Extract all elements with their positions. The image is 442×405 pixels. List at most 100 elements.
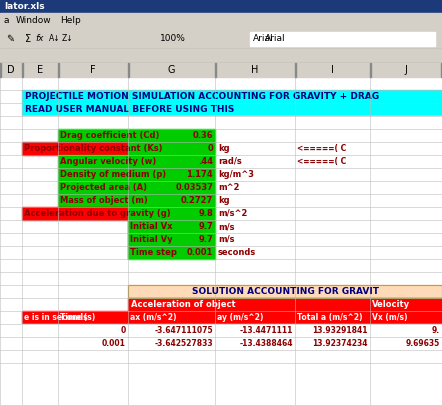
Bar <box>58 129 128 142</box>
Text: Proportionality constant (Ks): Proportionality constant (Ks) <box>24 144 163 153</box>
Text: 9.69635: 9.69635 <box>406 339 440 348</box>
Bar <box>0 0 442 13</box>
Text: kg: kg <box>218 144 230 153</box>
Text: a: a <box>4 16 9 25</box>
Text: Arial: Arial <box>253 34 274 43</box>
Bar <box>0 13 442 28</box>
Text: Acceleration of object: Acceleration of object <box>131 300 236 309</box>
Text: 9.: 9. <box>432 326 440 335</box>
Text: PROJECTILE MOTION SIMULATION ACCOUNTING FOR GRAVITY + DRAG: PROJECTILE MOTION SIMULATION ACCOUNTING … <box>25 92 379 101</box>
Text: 13.93291841: 13.93291841 <box>312 326 368 335</box>
Text: Acceleration due to gravity (g): Acceleration due to gravity (g) <box>24 209 171 218</box>
Text: 13.92374234: 13.92374234 <box>312 339 368 348</box>
Text: m^2: m^2 <box>218 183 240 192</box>
Text: 0: 0 <box>207 144 213 153</box>
Text: 0.001: 0.001 <box>102 339 126 348</box>
Bar <box>58 181 128 194</box>
Text: Initial Vy: Initial Vy <box>130 235 173 244</box>
Bar <box>0 63 442 77</box>
Text: Σ: Σ <box>25 34 31 43</box>
Text: SOLUTION ACCOUNTING FOR GRAVIT: SOLUTION ACCOUNTING FOR GRAVIT <box>191 287 378 296</box>
Bar <box>295 63 296 77</box>
Bar <box>22 142 128 155</box>
Bar <box>215 63 216 77</box>
Text: Projected area (A): Projected area (A) <box>60 183 147 192</box>
Text: Mass of object (m): Mass of object (m) <box>60 196 148 205</box>
Bar <box>128 285 442 298</box>
Text: E: E <box>37 65 43 75</box>
Text: m/s: m/s <box>218 235 235 244</box>
Text: 1.174: 1.174 <box>187 170 213 179</box>
Bar <box>128 233 215 246</box>
Text: F: F <box>90 65 96 75</box>
Bar <box>128 207 215 220</box>
Bar <box>370 63 371 77</box>
Text: Time (s): Time (s) <box>60 313 95 322</box>
Text: Window: Window <box>16 16 52 25</box>
Bar <box>22 103 442 116</box>
Text: kg: kg <box>218 196 230 205</box>
Text: H: H <box>251 65 259 75</box>
Text: Angular velocity (w): Angular velocity (w) <box>60 157 156 166</box>
Text: I: I <box>331 65 334 75</box>
Text: .44: .44 <box>198 157 213 166</box>
Bar <box>58 155 128 168</box>
Text: Drag coefficient (Cd): Drag coefficient (Cd) <box>60 131 160 140</box>
Text: Z↓: Z↓ <box>62 34 74 43</box>
Bar <box>128 246 215 259</box>
Bar <box>441 63 442 77</box>
Bar <box>128 194 215 207</box>
Bar <box>22 63 23 77</box>
Text: ✎: ✎ <box>6 34 14 43</box>
Text: 9.7: 9.7 <box>198 222 213 231</box>
Text: 0.36: 0.36 <box>192 131 213 140</box>
Text: Velocity: Velocity <box>372 300 410 309</box>
Text: Vx (m/s): Vx (m/s) <box>372 313 408 322</box>
Text: ay (m/s^2): ay (m/s^2) <box>217 313 263 322</box>
Bar <box>0 77 442 405</box>
Bar <box>0 49 442 63</box>
Text: Initial Vx: Initial Vx <box>130 222 172 231</box>
Text: Help: Help <box>60 16 81 25</box>
Bar <box>128 155 215 168</box>
Text: READ USER MANUAL BEFORE USING THIS: READ USER MANUAL BEFORE USING THIS <box>25 105 234 114</box>
Bar <box>0 63 1 77</box>
Text: fx: fx <box>35 34 43 43</box>
Bar <box>128 285 442 298</box>
Bar <box>128 142 215 155</box>
Text: 0.2727: 0.2727 <box>181 196 213 205</box>
Text: rad/s: rad/s <box>218 157 242 166</box>
Bar <box>0 337 442 350</box>
Bar <box>0 49 442 50</box>
Text: -13.4388464: -13.4388464 <box>240 339 293 348</box>
Bar <box>128 63 129 77</box>
Text: 0.001: 0.001 <box>187 248 213 257</box>
Text: <=====( C: <=====( C <box>297 144 346 153</box>
Bar <box>250 32 435 46</box>
Text: Arial: Arial <box>265 34 286 43</box>
Bar <box>128 168 215 181</box>
Bar <box>58 194 128 207</box>
Bar <box>22 311 442 324</box>
Bar <box>58 168 128 181</box>
Text: -3.642527833: -3.642527833 <box>154 339 213 348</box>
Text: 100%: 100% <box>160 34 186 43</box>
Text: D: D <box>7 65 15 75</box>
Bar <box>22 207 128 220</box>
Text: ax (m/s^2): ax (m/s^2) <box>130 313 176 322</box>
Text: Time step: Time step <box>130 248 177 257</box>
Text: e is in seconds: e is in seconds <box>24 313 88 322</box>
Bar <box>58 63 59 77</box>
Bar <box>0 28 442 49</box>
Text: -3.647111075: -3.647111075 <box>154 326 213 335</box>
Bar <box>22 90 442 103</box>
Text: 0: 0 <box>121 326 126 335</box>
Text: <=====( C: <=====( C <box>297 157 346 166</box>
Text: kg/m^3: kg/m^3 <box>218 170 254 179</box>
Text: A↓: A↓ <box>49 34 61 43</box>
Text: G: G <box>168 65 175 75</box>
Bar <box>0 116 442 129</box>
Bar <box>128 220 215 233</box>
Bar <box>0 324 442 337</box>
Bar <box>128 129 215 142</box>
